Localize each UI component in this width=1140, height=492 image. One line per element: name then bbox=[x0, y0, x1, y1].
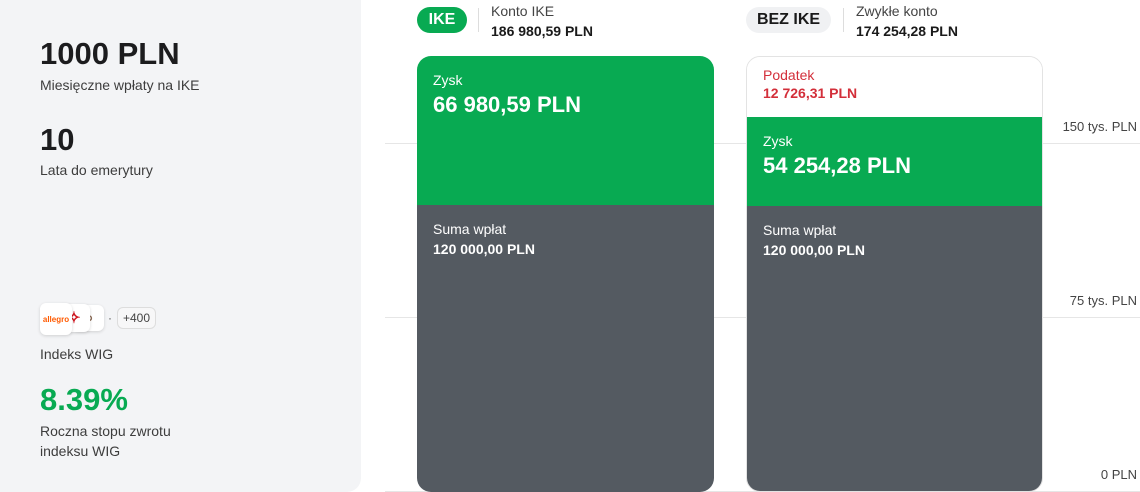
deposits-value: 120 000,00 PLN bbox=[433, 241, 535, 257]
deposits-value: 120 000,00 PLN bbox=[763, 242, 865, 258]
ike-bar: Zysk 66 980,59 PLN Suma wpłat 120 000,00… bbox=[417, 56, 714, 492]
monthly-amount: 1000 PLN bbox=[40, 36, 180, 71]
years-value: 10 bbox=[40, 122, 75, 157]
profit-value: 54 254,28 PLN bbox=[763, 153, 911, 178]
ike-profit-segment: Zysk 66 980,59 PLN bbox=[417, 56, 714, 205]
years-label: Lata do emerytury bbox=[40, 162, 153, 178]
deposits-label: Suma wpłat bbox=[433, 221, 507, 237]
summary-panel: 1000 PLN Miesięczne wpłaty na IKE 10 Lat… bbox=[0, 0, 361, 492]
divider bbox=[843, 8, 844, 32]
tax-segment: Podatek 12 726,31 PLN bbox=[747, 57, 1042, 117]
return-value: 8.39% bbox=[40, 382, 128, 417]
profit-label: Zysk bbox=[433, 72, 463, 88]
profit-label: Zysk bbox=[763, 133, 793, 149]
return-label-line1: Roczna stopu zwrotu bbox=[40, 423, 171, 439]
bez-ike-bar: Podatek 12 726,31 PLN Zysk 54 254,28 PLN… bbox=[746, 56, 1043, 492]
regular-total: 174 254,28 PLN bbox=[856, 23, 958, 39]
divider bbox=[478, 8, 479, 32]
ike-total: 186 980,59 PLN bbox=[491, 23, 593, 39]
more-companies-badge[interactable]: +400 bbox=[117, 307, 157, 329]
dot-separator: · bbox=[108, 311, 112, 325]
monthly-label: Miesięczne wpłaty na IKE bbox=[40, 77, 200, 93]
ike-badge: IKE bbox=[417, 7, 467, 33]
index-logos: ⊃ ✧ allegro · +400 bbox=[40, 303, 160, 335]
return-label-line2: indeksu WIG bbox=[40, 443, 121, 459]
ike-deposits-segment: Suma wpłat 120 000,00 PLN bbox=[417, 205, 714, 492]
deposits-label: Suma wpłat bbox=[763, 222, 837, 238]
axis-tick-label: 150 tys. PLN bbox=[1062, 119, 1137, 134]
tax-label: Podatek bbox=[763, 67, 815, 83]
axis-tick-label: 75 tys. PLN bbox=[1069, 293, 1137, 308]
profit-value: 66 980,59 PLN bbox=[433, 92, 581, 117]
regular-account-label: Zwykłe konto bbox=[856, 3, 938, 19]
index-label: Indeks WIG bbox=[40, 346, 114, 362]
bez-profit-segment: Zysk 54 254,28 PLN bbox=[747, 117, 1042, 206]
axis-tick-label: 0 PLN bbox=[1100, 467, 1137, 482]
allegro-logo-icon: allegro bbox=[40, 303, 72, 335]
ike-account-label: Konto IKE bbox=[491, 3, 555, 19]
bez-deposits-segment: Suma wpłat 120 000,00 PLN bbox=[747, 206, 1042, 491]
tax-value: 12 726,31 PLN bbox=[763, 85, 858, 101]
bez-ike-badge: BEZ IKE bbox=[746, 7, 831, 33]
